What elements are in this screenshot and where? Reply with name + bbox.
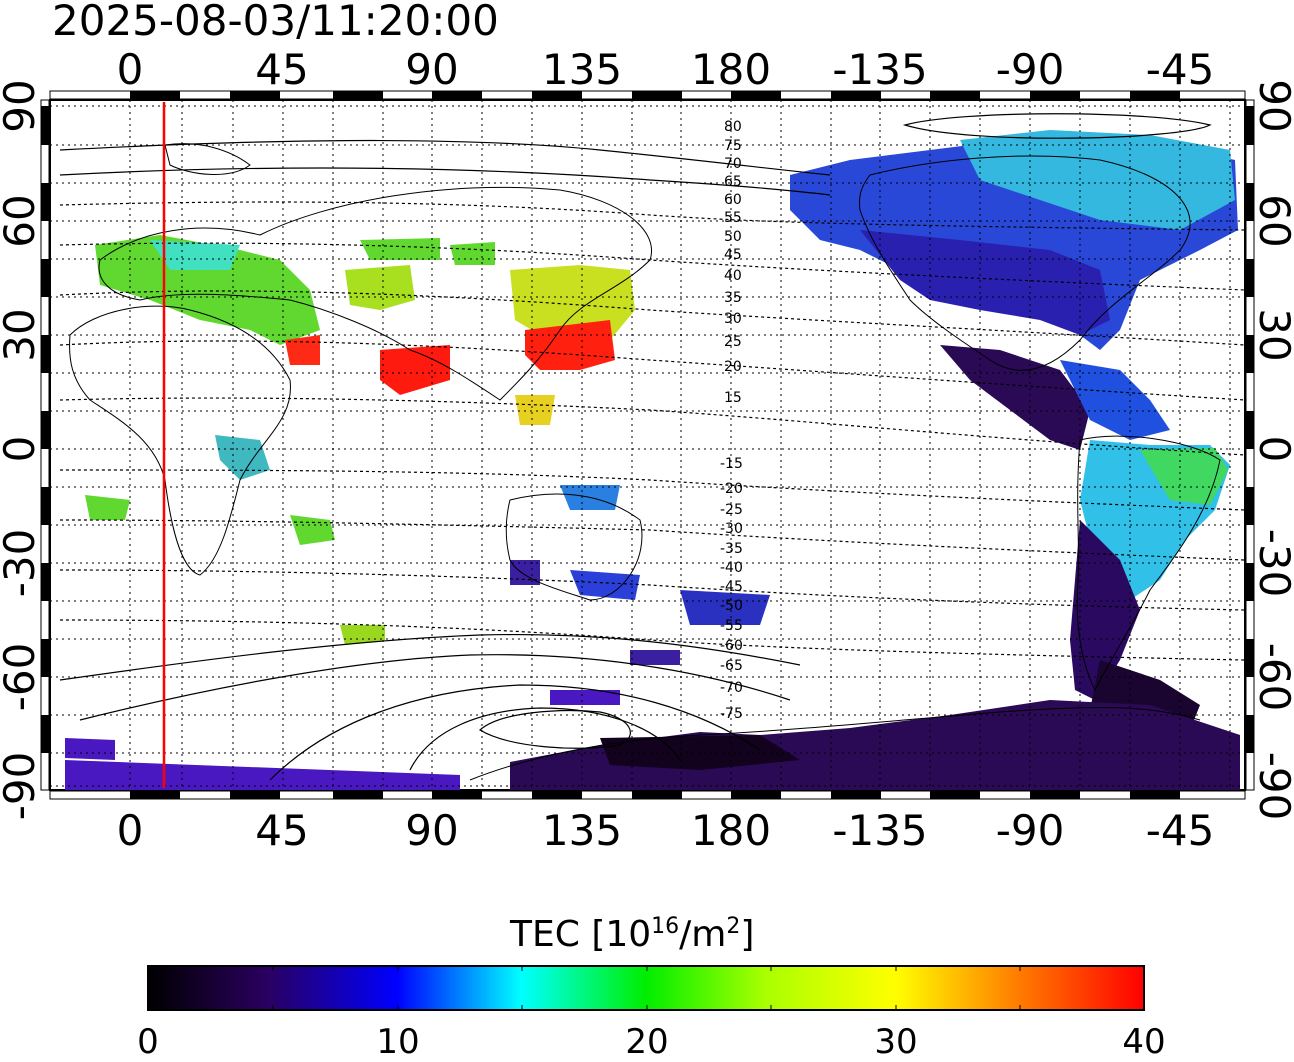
contour-label: -25 (720, 502, 743, 518)
contour-labels-north: 80 75 70 65 60 55 50 45 40 35 30 25 20 1… (724, 119, 742, 406)
tec-region-europe (85, 235, 385, 645)
lon-label-bottom-1: 45 (255, 806, 308, 855)
lon-labels-top: 0 45 90 135 180 -135 -90 -45 (117, 45, 1215, 94)
contour-label: 35 (724, 290, 742, 306)
colorbar-label-30: 30 (874, 1022, 918, 1062)
lon-label-top-1: 45 (255, 45, 308, 94)
lon-label-bottom-2: 90 (405, 806, 458, 855)
lon-label-bottom-0: 0 (117, 806, 144, 855)
lat-label-right-5: -60 (1250, 643, 1294, 712)
lon-label-top-7: -45 (1146, 45, 1215, 94)
colorbar-label-0: 0 (137, 1022, 159, 1062)
colorbar-label-40: 40 (1122, 1022, 1166, 1062)
lon-label-bottom-5: -135 (832, 806, 927, 855)
contour-label: -55 (720, 618, 743, 634)
lon-labels-bottom: 0 45 90 135 180 -135 -90 -45 (117, 806, 1215, 855)
colorbar-gradient (147, 965, 1145, 1011)
lat-label-right-4: -30 (1250, 529, 1294, 598)
contour-label: -75 (720, 706, 743, 722)
contour-label: -45 (720, 579, 743, 595)
contour-label: -30 (720, 521, 743, 537)
colorbar (147, 965, 1145, 1011)
contour-label: 55 (724, 210, 742, 226)
lon-label-top-6: -90 (996, 45, 1065, 94)
contour-labels-south: -15 -20 -25 -30 -35 -40 -45 -50 -55 -60 … (720, 456, 743, 722)
lon-label-bottom-4: 180 (691, 806, 771, 855)
lat-label-left-3: 0 (0, 436, 44, 463)
colorbar-title: TEC [1016/m2] (510, 914, 755, 955)
contour-label: 65 (724, 174, 742, 190)
lon-label-top-0: 0 (117, 45, 144, 94)
timestamp-label: 2025-08-03/11:20:00 (52, 0, 499, 45)
contour-label: 70 (724, 156, 742, 172)
lat-label-left-5: -60 (0, 643, 44, 712)
contour-label: -50 (720, 598, 743, 614)
contour-label: -20 (720, 481, 743, 497)
contour-label: 50 (724, 229, 742, 245)
lat-label-right-1: 60 (1250, 194, 1294, 247)
contour-label: 45 (724, 247, 742, 263)
lat-label-left-6: -90 (0, 752, 44, 821)
contour-label: 25 (724, 334, 742, 350)
contour-label: 20 (724, 359, 742, 375)
contour-label: 15 (724, 390, 742, 406)
contour-label: -40 (720, 560, 743, 576)
contour-label: -15 (720, 456, 743, 472)
contour-label: -70 (720, 680, 743, 696)
lat-label-right-0: 90 (1250, 79, 1294, 132)
lat-labels-right: 90 60 30 0 -30 -60 -90 (1250, 79, 1294, 820)
lat-label-right-3: 0 (1250, 436, 1294, 463)
contour-label: 60 (724, 192, 742, 208)
lon-label-bottom-7: -45 (1146, 806, 1215, 855)
contour-label: 40 (724, 268, 742, 284)
lat-label-left-0: 90 (0, 79, 44, 132)
lon-label-bottom-3: 135 (542, 806, 622, 855)
lon-label-top-2: 90 (405, 45, 458, 94)
coastlines (69, 143, 1221, 781)
lon-label-bottom-6: -90 (996, 806, 1065, 855)
colorbar-label-10: 10 (376, 1022, 420, 1062)
contour-label: 75 (724, 138, 742, 154)
contour-label: -35 (720, 541, 743, 557)
lat-labels-left: 90 60 30 0 -30 -60 -90 (0, 79, 44, 820)
tec-region-asia (285, 238, 635, 425)
colorbar-label-20: 20 (625, 1022, 669, 1062)
lat-label-right-2: 30 (1250, 308, 1294, 361)
lon-label-top-4: 180 (691, 45, 771, 94)
contour-label: -65 (720, 658, 743, 674)
frame-tick-bars (40, 90, 1255, 800)
lat-label-left-4: -30 (0, 529, 44, 598)
contour-label: 80 (724, 119, 742, 135)
contour-label: -60 (720, 638, 743, 654)
lon-label-top-5: -135 (832, 45, 927, 94)
lat-label-left-1: 60 (0, 194, 44, 247)
lat-label-left-2: 30 (0, 308, 44, 361)
lon-label-top-3: 135 (542, 45, 622, 94)
lat-label-right-6: -90 (1250, 752, 1294, 821)
contour-label: 30 (724, 311, 742, 327)
